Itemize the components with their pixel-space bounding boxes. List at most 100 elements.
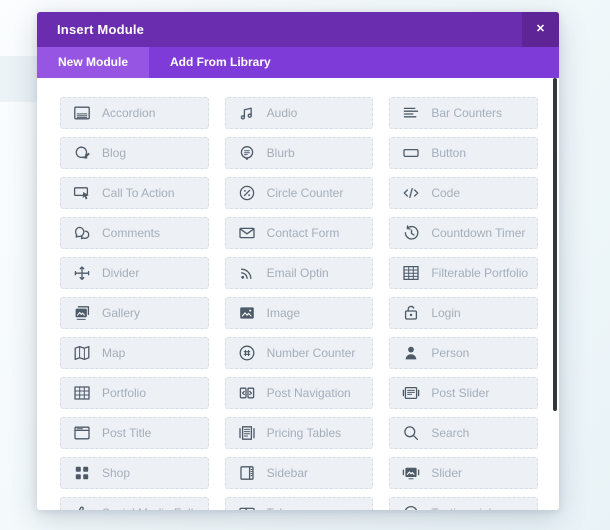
module-label: Post Slider bbox=[431, 386, 490, 400]
module-button-contact-form[interactable]: Contact Form bbox=[224, 217, 374, 249]
gallery-icon bbox=[72, 303, 92, 323]
module-button-login[interactable]: Login bbox=[389, 297, 538, 329]
module-button-portfolio[interactable]: Portfolio bbox=[60, 377, 209, 409]
module-button-tabs[interactable]: Tabs bbox=[224, 497, 374, 510]
module-button-code[interactable]: Code bbox=[389, 177, 538, 209]
module-button-accordion[interactable]: Accordion bbox=[60, 97, 209, 129]
tab-new-module[interactable]: New Module bbox=[37, 47, 150, 78]
module-button-divider[interactable]: Divider bbox=[60, 257, 209, 289]
search-icon bbox=[401, 423, 421, 443]
background-artifact bbox=[0, 56, 38, 102]
post-slider-icon bbox=[401, 383, 421, 403]
post-navigation-icon bbox=[237, 383, 257, 403]
module-button-social-media-follow[interactable]: Social Media Follow bbox=[60, 497, 209, 510]
button-icon bbox=[401, 143, 421, 163]
testimonial-icon bbox=[401, 503, 421, 510]
module-button-filterable-portfolio[interactable]: Filterable Portfolio bbox=[389, 257, 538, 289]
social-media-follow-icon bbox=[72, 503, 92, 510]
module-label: Image bbox=[266, 306, 301, 320]
module-button-audio[interactable]: Audio bbox=[224, 97, 374, 129]
module-button-post-title[interactable]: Post Title bbox=[60, 417, 209, 449]
module-label: Person bbox=[431, 346, 470, 360]
module-button-number-counter[interactable]: Number Counter bbox=[224, 337, 374, 369]
module-button-countdown-timer[interactable]: Countdown Timer bbox=[389, 217, 538, 249]
module-button-map[interactable]: Map bbox=[60, 337, 209, 369]
blurb-icon bbox=[237, 143, 257, 163]
module-button-blurb[interactable]: Blurb bbox=[224, 137, 374, 169]
countdown-timer-icon bbox=[401, 223, 421, 243]
module-label: Blog bbox=[102, 146, 127, 160]
module-label: Call To Action bbox=[102, 186, 175, 200]
circle-counter-icon bbox=[237, 183, 257, 203]
module-button-shop[interactable]: Shop bbox=[60, 457, 209, 489]
module-label: Post Title bbox=[102, 426, 152, 440]
sidebar-icon bbox=[237, 463, 257, 483]
call-to-action-icon bbox=[72, 183, 92, 203]
close-icon: ✕ bbox=[535, 23, 546, 35]
module-label: Slider bbox=[431, 466, 463, 480]
module-button-button[interactable]: Button bbox=[389, 137, 538, 169]
module-button-blog[interactable]: Blog bbox=[60, 137, 209, 169]
close-button[interactable]: ✕ bbox=[522, 12, 559, 47]
module-label: Button bbox=[431, 146, 467, 160]
module-label: Accordion bbox=[102, 106, 156, 120]
tab-add-from-library[interactable]: Add From Library bbox=[170, 55, 271, 69]
module-button-testimonial[interactable]: Testimonial bbox=[389, 497, 538, 510]
module-button-call-to-action[interactable]: Call To Action bbox=[60, 177, 209, 209]
module-button-search[interactable]: Search bbox=[389, 417, 538, 449]
module-button-slider[interactable]: Slider bbox=[389, 457, 538, 489]
module-label: Pricing Tables bbox=[266, 426, 342, 440]
module-label: Comments bbox=[102, 226, 161, 240]
module-grid: Accordion Audio Bar Counters Blog Blurb … bbox=[37, 78, 559, 510]
code-icon bbox=[401, 183, 421, 203]
module-label: Audio bbox=[266, 106, 298, 120]
module-label: Filterable Portfolio bbox=[431, 266, 529, 280]
pricing-tables-icon bbox=[237, 423, 257, 443]
portfolio-icon bbox=[72, 383, 92, 403]
module-label: Bar Counters bbox=[431, 106, 503, 120]
module-list-body: Accordion Audio Bar Counters Blog Blurb … bbox=[37, 78, 559, 510]
person-icon bbox=[401, 343, 421, 363]
module-label: Post Navigation bbox=[266, 386, 351, 400]
module-button-comments[interactable]: Comments bbox=[60, 217, 209, 249]
module-label: Blurb bbox=[266, 146, 295, 160]
module-button-email-optin[interactable]: Email Optin bbox=[224, 257, 374, 289]
filterable-portfolio-icon bbox=[401, 263, 421, 283]
bar-counters-icon bbox=[401, 103, 421, 123]
module-label: Search bbox=[431, 426, 470, 440]
module-label: Portfolio bbox=[102, 386, 147, 400]
module-button-bar-counters[interactable]: Bar Counters bbox=[389, 97, 538, 129]
module-label: Social Media Follow bbox=[102, 506, 208, 510]
contact-form-icon bbox=[237, 223, 257, 243]
module-button-image[interactable]: Image bbox=[224, 297, 374, 329]
module-label: Login bbox=[431, 306, 461, 320]
scrollbar-thumb[interactable] bbox=[553, 78, 557, 411]
module-label: Sidebar bbox=[266, 466, 309, 480]
module-button-post-navigation[interactable]: Post Navigation bbox=[224, 377, 374, 409]
module-label: Circle Counter bbox=[266, 186, 344, 200]
module-label: Email Optin bbox=[266, 266, 329, 280]
tab-bar: New Module Add From Library bbox=[37, 47, 559, 78]
module-button-sidebar[interactable]: Sidebar bbox=[224, 457, 374, 489]
module-button-gallery[interactable]: Gallery bbox=[60, 297, 209, 329]
module-button-person[interactable]: Person bbox=[389, 337, 538, 369]
module-label: Divider bbox=[102, 266, 140, 280]
module-button-circle-counter[interactable]: Circle Counter bbox=[224, 177, 374, 209]
module-button-pricing-tables[interactable]: Pricing Tables bbox=[224, 417, 374, 449]
module-label: Countdown Timer bbox=[431, 226, 526, 240]
module-button-post-slider[interactable]: Post Slider bbox=[389, 377, 538, 409]
number-counter-icon bbox=[237, 343, 257, 363]
module-label: Contact Form bbox=[266, 226, 340, 240]
map-icon bbox=[72, 343, 92, 363]
module-label: Gallery bbox=[102, 306, 141, 320]
accordion-icon bbox=[72, 103, 92, 123]
tabs-icon bbox=[237, 503, 257, 510]
slider-icon bbox=[401, 463, 421, 483]
login-icon bbox=[401, 303, 421, 323]
module-label: Shop bbox=[102, 466, 131, 480]
shop-icon bbox=[72, 463, 92, 483]
module-label: Map bbox=[102, 346, 126, 360]
comments-icon bbox=[72, 223, 92, 243]
email-optin-icon bbox=[237, 263, 257, 283]
